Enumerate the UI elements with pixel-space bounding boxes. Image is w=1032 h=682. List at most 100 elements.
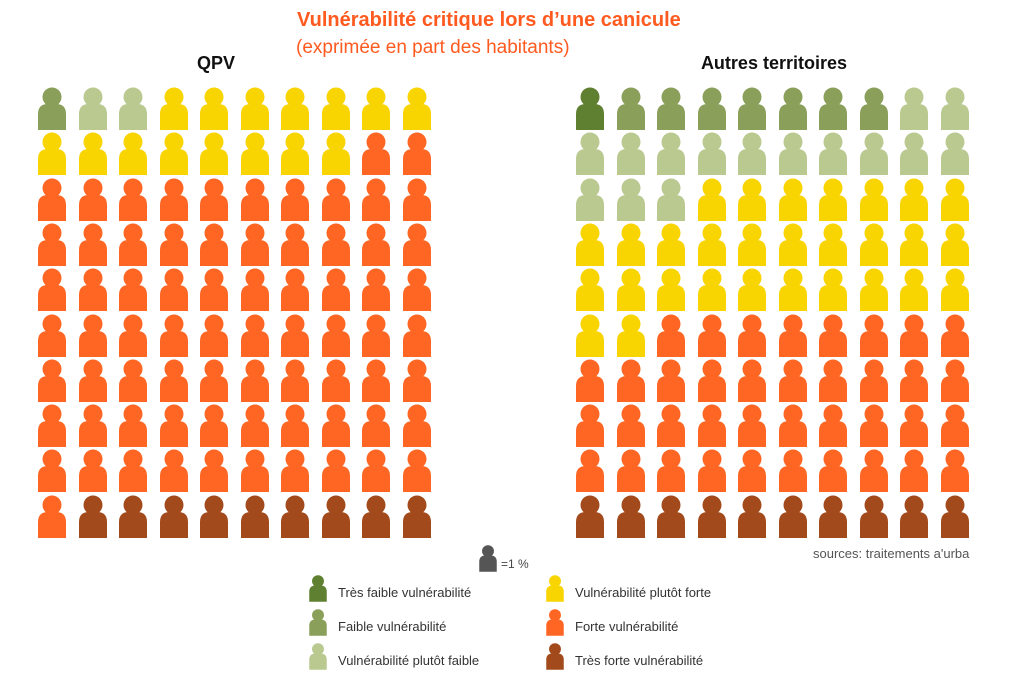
person-icon-forte-vulnerabilite bbox=[36, 403, 68, 448]
person-icon-vulnerabilite-plutot-faible bbox=[858, 131, 890, 176]
person-icon-forte-vulnerabilite bbox=[401, 313, 433, 357]
legend-item-vulnerabilite-plutot-faible: Vulnérabilité plutôt faible bbox=[308, 641, 479, 674]
person-icon-forte-vulnerabilite bbox=[117, 358, 149, 402]
person-icon-forte-vulnerabilite bbox=[198, 267, 230, 312]
person-icon-forte-vulnerabilite bbox=[401, 267, 433, 312]
person-icon-faible-vulnerabilite bbox=[817, 86, 849, 130]
person-icon-forte-vulnerabilite bbox=[239, 313, 271, 357]
person-icon-vulnerabilite-plutot-forte bbox=[239, 86, 271, 130]
person-icon-forte-vulnerabilite bbox=[655, 358, 687, 402]
legend-label: Vulnérabilité plutôt faible bbox=[338, 653, 480, 668]
person-icon-vulnerabilite-plutot-forte bbox=[615, 267, 647, 312]
person-icon-tres-forte-vulnerabilite bbox=[696, 494, 728, 538]
person-icon-faible-vulnerabilite bbox=[655, 86, 687, 130]
person-icon-vulnerabilite-plutot-forte bbox=[736, 222, 768, 266]
person-icon-vulnerabilite-plutot-forte bbox=[777, 222, 809, 266]
person-icon-faible-vulnerabilite bbox=[777, 86, 809, 130]
person-icon-forte-vulnerabilite bbox=[77, 177, 109, 221]
person-icon-vulnerabilite-plutot-forte bbox=[817, 267, 849, 312]
person-icon-tres-forte-vulnerabilite bbox=[858, 494, 890, 538]
person-icon-vulnerabilite-plutot-faible bbox=[655, 131, 687, 176]
person-icon-vulnerabilite-plutot-forte bbox=[615, 313, 647, 357]
person-icon-forte-vulnerabilite bbox=[158, 177, 190, 221]
person-icon-tres-forte-vulnerabilite bbox=[655, 494, 687, 538]
legend-label: Très faible vulnérabilité bbox=[338, 585, 472, 600]
person-icon-forte-vulnerabilite bbox=[320, 267, 352, 312]
person-icon-forte-vulnerabilite bbox=[817, 403, 849, 448]
person-icon-forte-vulnerabilite bbox=[939, 403, 971, 448]
person-icon-forte-vulnerabilite bbox=[777, 313, 809, 357]
unit-label: =1 % bbox=[501, 557, 529, 571]
person-icon-tres-forte-vulnerabilite bbox=[279, 494, 311, 538]
person-icon-forte-vulnerabilite bbox=[898, 448, 930, 493]
person-icon-tres-forte-vulnerabilite bbox=[117, 494, 149, 538]
person-icon-forte-vulnerabilite bbox=[77, 222, 109, 266]
person-icon-vulnerabilite-plutot-faible bbox=[615, 177, 647, 221]
person-icon-forte-vulnerabilite bbox=[898, 313, 930, 357]
person-icon-forte-vulnerabilite bbox=[858, 313, 890, 357]
person-icon-forte-vulnerabilite bbox=[36, 313, 68, 357]
person-icon-tres-forte-vulnerabilite bbox=[401, 494, 433, 538]
person-icon-forte-vulnerabilite bbox=[574, 358, 606, 402]
pictogram-grid-autres-territoires bbox=[574, 86, 979, 541]
person-icon-forte-vulnerabilite bbox=[117, 448, 149, 493]
person-icon-vulnerabilite-plutot-forte bbox=[696, 177, 728, 221]
person-icon bbox=[545, 607, 565, 640]
person-icon-vulnerabilite-plutot-faible bbox=[898, 131, 930, 176]
person-icon-forte-vulnerabilite bbox=[158, 403, 190, 448]
person-icon-tres-forte-vulnerabilite bbox=[736, 494, 768, 538]
person-icon-vulnerabilite-plutot-forte bbox=[401, 86, 433, 130]
person-icon-vulnerabilite-plutot-faible bbox=[939, 86, 971, 130]
person-icon-tres-forte-vulnerabilite bbox=[158, 494, 190, 538]
person-icon-forte-vulnerabilite bbox=[401, 131, 433, 176]
person-icon-forte-vulnerabilite bbox=[320, 177, 352, 221]
person-icon-forte-vulnerabilite bbox=[817, 313, 849, 357]
person-icon bbox=[545, 641, 565, 674]
person-icon-vulnerabilite-plutot-faible bbox=[117, 86, 149, 130]
person-icon-vulnerabilite-plutot-forte bbox=[696, 222, 728, 266]
person-icon-tres-forte-vulnerabilite bbox=[777, 494, 809, 538]
person-icon-forte-vulnerabilite bbox=[696, 358, 728, 402]
person-icon-forte-vulnerabilite bbox=[117, 403, 149, 448]
person-icon-faible-vulnerabilite bbox=[858, 86, 890, 130]
person-icon-forte-vulnerabilite bbox=[655, 448, 687, 493]
person-icon-vulnerabilite-plutot-forte bbox=[858, 177, 890, 221]
person-icon-vulnerabilite-plutot-forte bbox=[198, 86, 230, 130]
person-icon-tres-forte-vulnerabilite bbox=[574, 494, 606, 538]
person-icon-vulnerabilite-plutot-faible bbox=[574, 177, 606, 221]
legend-label: Forte vulnérabilité bbox=[575, 619, 679, 634]
person-icon-forte-vulnerabilite bbox=[736, 313, 768, 357]
person-icon-forte-vulnerabilite bbox=[574, 403, 606, 448]
person-icon-vulnerabilite-plutot-forte bbox=[858, 267, 890, 312]
person-icon-vulnerabilite-plutot-forte bbox=[777, 177, 809, 221]
person-icon-forte-vulnerabilite bbox=[736, 358, 768, 402]
person-icon-forte-vulnerabilite bbox=[279, 403, 311, 448]
legend-item-forte-vulnerabilite: Forte vulnérabilité bbox=[545, 607, 678, 640]
person-icon-forte-vulnerabilite bbox=[858, 448, 890, 493]
person-icon-forte-vulnerabilite bbox=[939, 358, 971, 402]
person-icon bbox=[308, 573, 328, 606]
person-icon-faible-vulnerabilite bbox=[36, 86, 68, 130]
person-icon-forte-vulnerabilite bbox=[696, 313, 728, 357]
person-icon-forte-vulnerabilite bbox=[360, 177, 392, 221]
person-icon-vulnerabilite-plutot-faible bbox=[615, 131, 647, 176]
person-icon-tres-forte-vulnerabilite bbox=[939, 494, 971, 538]
person-icon bbox=[308, 607, 328, 640]
person-icon-vulnerabilite-plutot-forte bbox=[898, 267, 930, 312]
person-icon-forte-vulnerabilite bbox=[239, 222, 271, 266]
person-icon-forte-vulnerabilite bbox=[777, 403, 809, 448]
person-icon-forte-vulnerabilite bbox=[117, 267, 149, 312]
person-icon-forte-vulnerabilite bbox=[655, 313, 687, 357]
person-icon-forte-vulnerabilite bbox=[858, 403, 890, 448]
person-icon-forte-vulnerabilite bbox=[939, 313, 971, 357]
person-icon-tres-forte-vulnerabilite bbox=[360, 494, 392, 538]
person-icon-forte-vulnerabilite bbox=[360, 403, 392, 448]
person-icon-tres-faible-vulnerabilite bbox=[574, 86, 606, 130]
person-icon-vulnerabilite-plutot-forte bbox=[198, 131, 230, 176]
person-icon-vulnerabilite-plutot-forte bbox=[655, 222, 687, 266]
person-icon-forte-vulnerabilite bbox=[817, 358, 849, 402]
person-icon-tres-forte-vulnerabilite bbox=[615, 494, 647, 538]
legend-item-vulnerabilite-plutot-forte: Vulnérabilité plutôt forte bbox=[545, 573, 711, 606]
person-icon-forte-vulnerabilite bbox=[117, 313, 149, 357]
person-icon-forte-vulnerabilite bbox=[158, 448, 190, 493]
